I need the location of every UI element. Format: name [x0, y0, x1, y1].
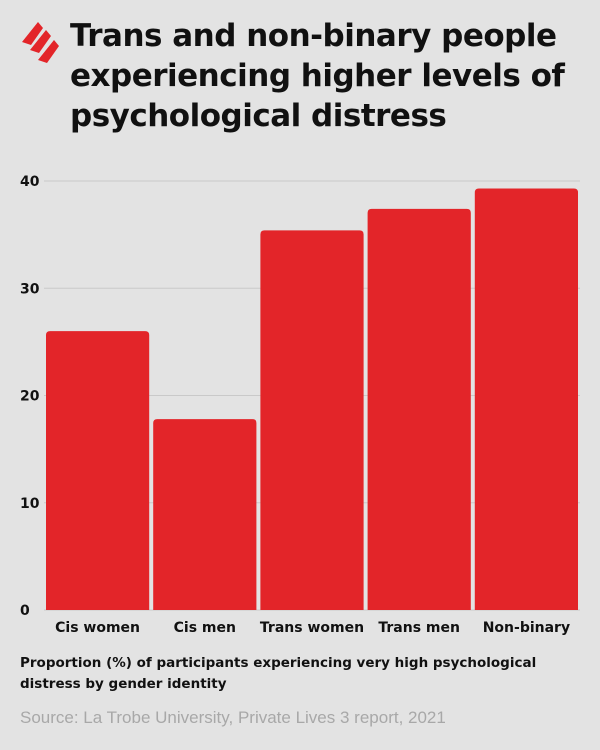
source-note: Source: La Trobe University, Private Liv… — [20, 708, 446, 727]
x-category-label: Non-binary — [483, 620, 570, 636]
chart-caption: Proportion (%) of participants experienc… — [20, 655, 537, 692]
x-category-label: Cis women — [55, 620, 140, 636]
x-category-label: Trans men — [378, 620, 460, 636]
bar-trans-men — [367, 208, 471, 610]
y-tick-label: 10 — [20, 496, 40, 512]
x-category-label: Cis men — [174, 620, 236, 636]
bar-chart: 0 10 20 30 40 Cis women Cis men Trans women Tran… — [20, 174, 580, 636]
y-tick-label: 0 — [20, 603, 30, 619]
y-tick-label: 40 — [20, 174, 40, 190]
bar-cis-women — [46, 331, 150, 610]
bar-trans-women — [260, 230, 364, 610]
bar-cis-men — [153, 419, 257, 610]
sbs-logo-icon — [22, 22, 59, 63]
x-category-label: Trans women — [260, 620, 364, 636]
chart-title: Trans and non-binary people experiencing… — [70, 18, 565, 134]
bar-non-binary — [474, 188, 578, 610]
y-tick-label: 30 — [20, 281, 40, 297]
y-tick-label: 20 — [20, 389, 40, 405]
